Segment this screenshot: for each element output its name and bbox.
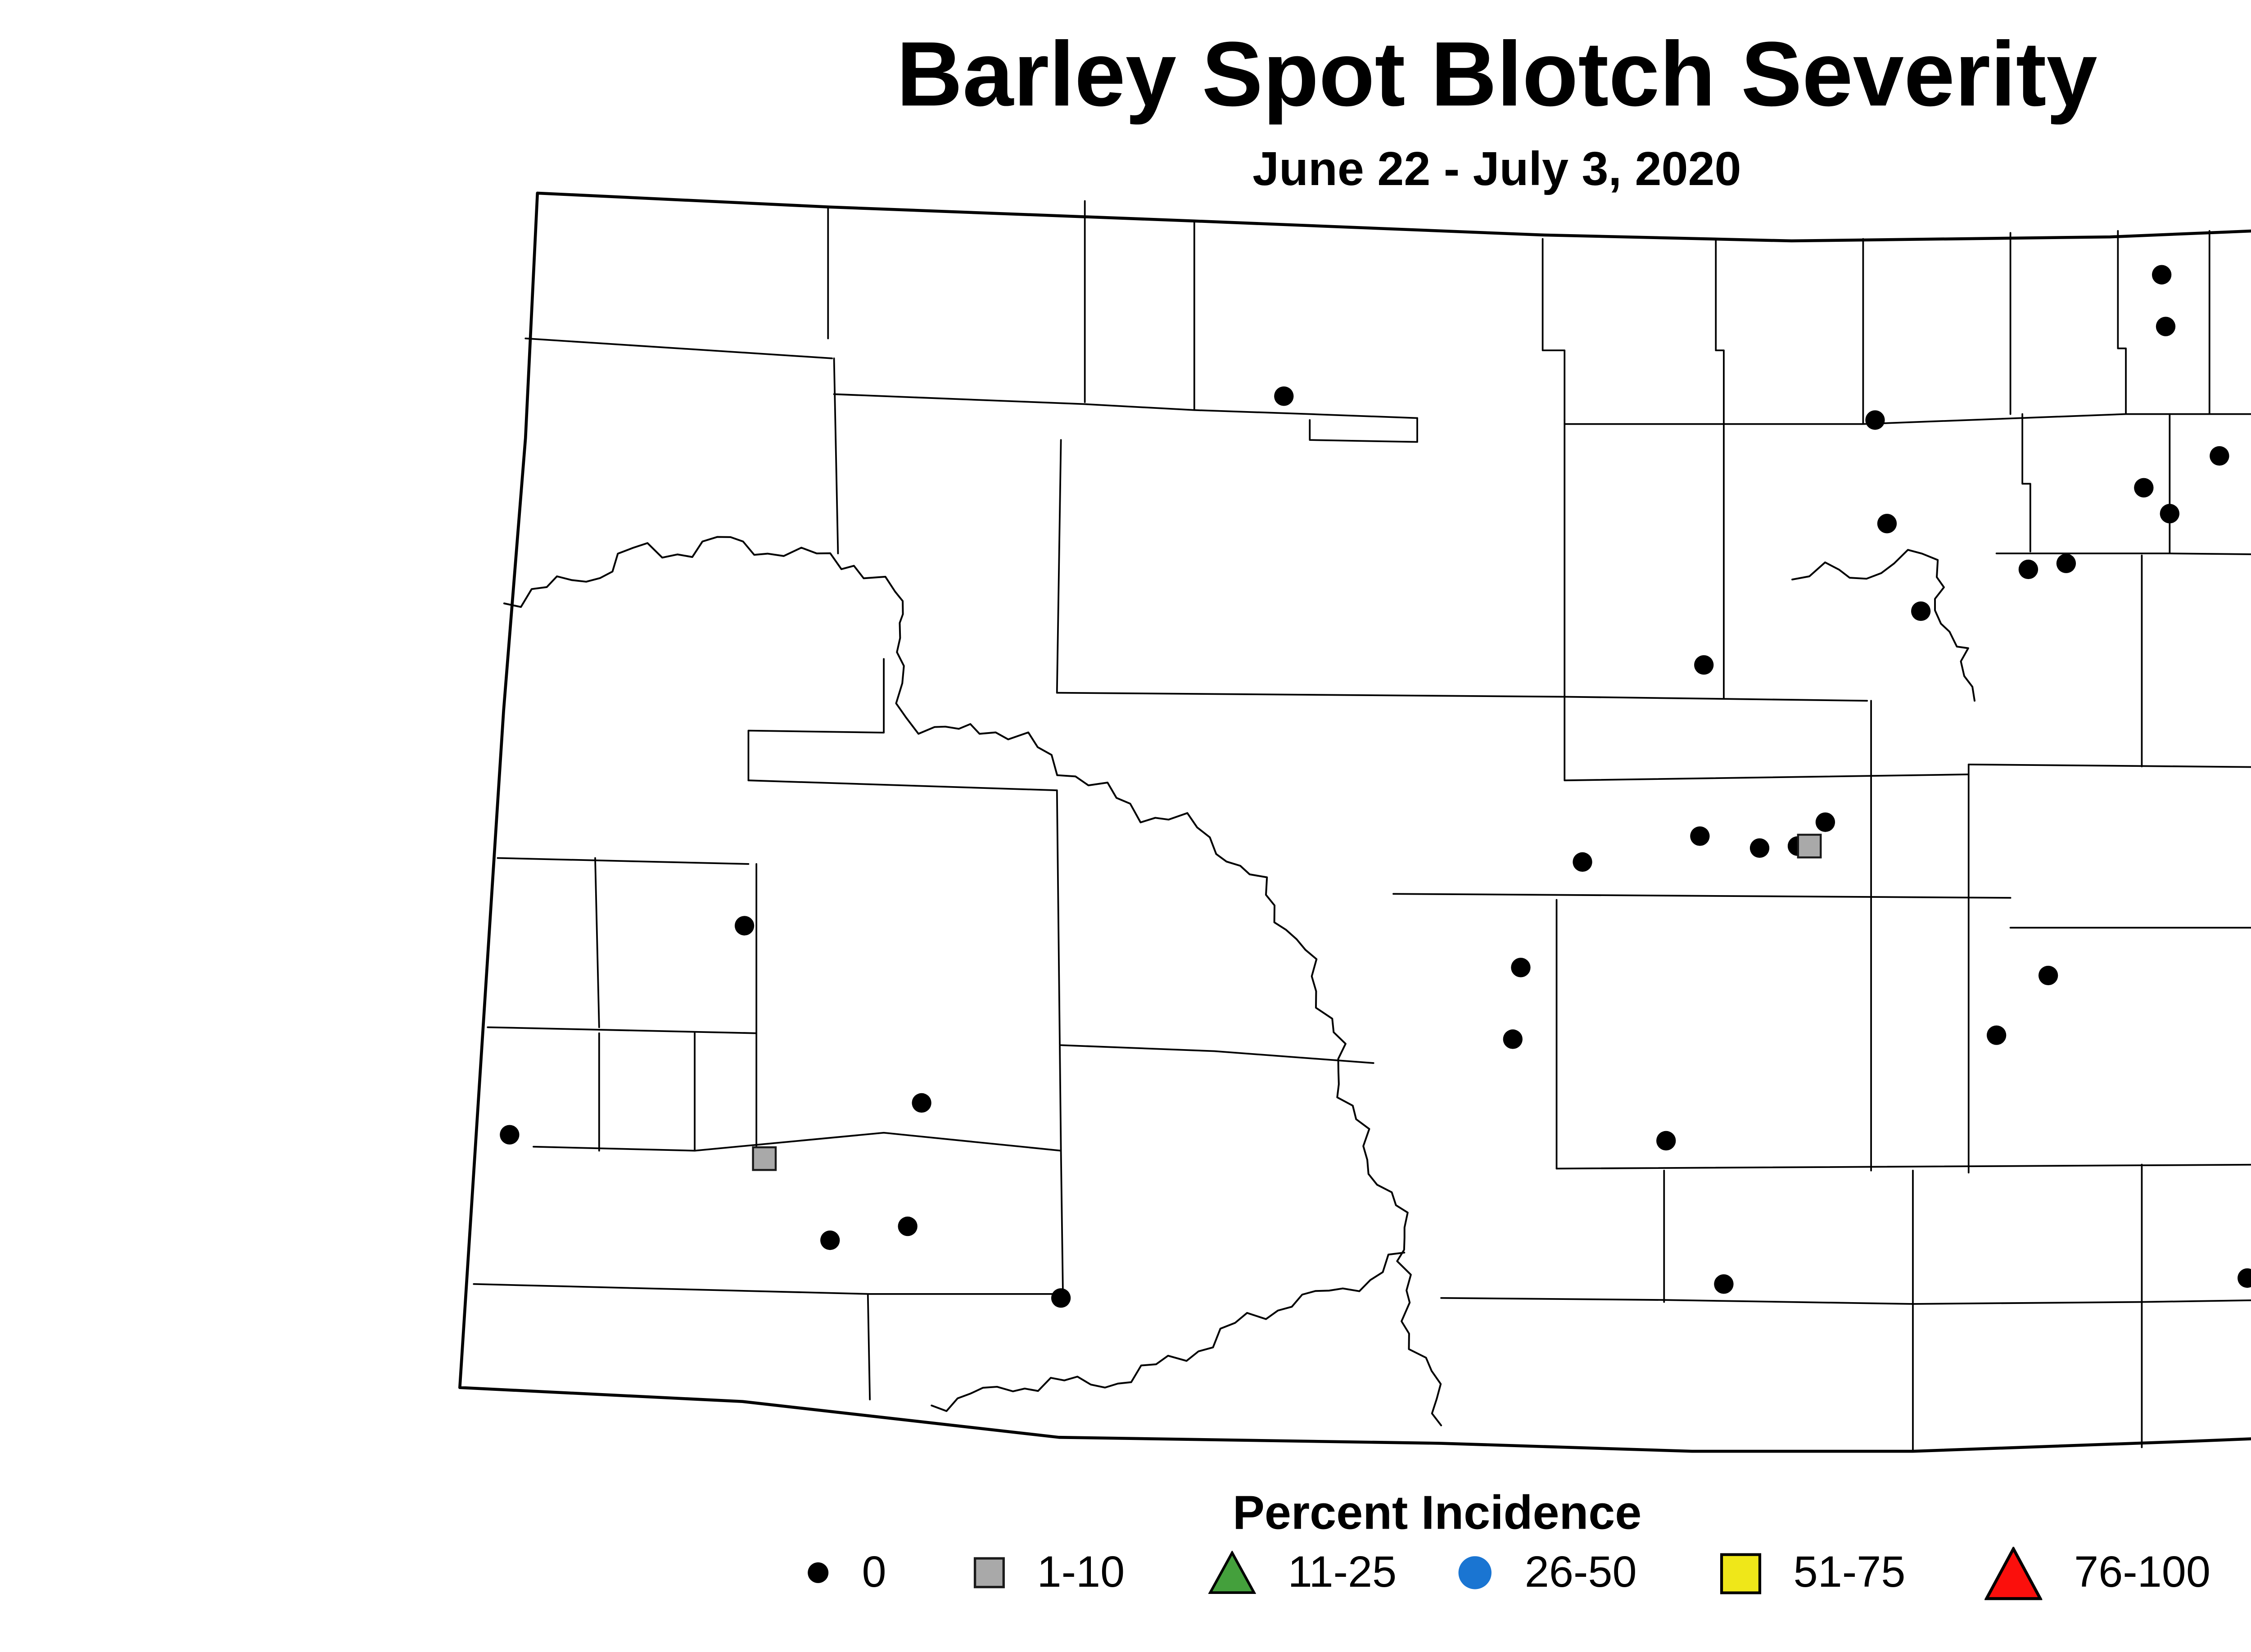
county-boundary xyxy=(524,337,833,359)
map-point-dot xyxy=(1274,386,1294,406)
county-boundary xyxy=(497,857,750,865)
county-boundary xyxy=(867,1293,871,1401)
legend-label: 76-100 xyxy=(2074,1547,2211,1597)
map-point-dot xyxy=(820,1230,840,1250)
river-boundary xyxy=(1791,549,1976,702)
legend-item-11-25: 11-25 xyxy=(1208,1537,1397,1608)
header: Barley Spot Blotch Severity June 22 - Ju… xyxy=(0,0,2251,195)
map-point-dot xyxy=(1877,514,1897,534)
county-boundary xyxy=(1995,552,2251,555)
state-outline xyxy=(458,191,2251,1453)
map-point-dot xyxy=(2018,559,2039,579)
map-markers-layer xyxy=(500,265,2251,1308)
yellow-square-icon xyxy=(1720,1552,1762,1593)
county-boundary xyxy=(1309,417,1418,443)
legend-label: 11-25 xyxy=(1288,1547,1397,1597)
gray-square-icon xyxy=(973,1557,1005,1589)
map-point-dot xyxy=(2134,478,2154,498)
map-point-dot xyxy=(1511,958,1531,978)
black-dot-icon xyxy=(808,1562,829,1583)
county-boundary xyxy=(1967,763,2251,768)
legend-label: 51-75 xyxy=(1793,1547,1906,1597)
map-point-dot xyxy=(1656,1131,1676,1151)
county-boundary xyxy=(833,357,839,555)
county-boundary xyxy=(1060,1044,1374,1064)
legend-label: 0 xyxy=(862,1547,886,1597)
county-boundary xyxy=(1564,696,1970,782)
county-boundary xyxy=(1056,692,1868,702)
county-boundary xyxy=(1541,238,1566,421)
county-boundary xyxy=(1060,1150,1064,1295)
county-boundary xyxy=(1392,893,2011,899)
county-boundary xyxy=(1564,413,2251,425)
legend-item-26-50: 26-50 xyxy=(1457,1537,1637,1608)
county-boundary xyxy=(1555,1163,2251,1170)
legend-label: 1-10 xyxy=(1037,1547,1125,1597)
county-boundary xyxy=(2117,230,2127,415)
county-boundary xyxy=(487,1026,758,1034)
green-triangle-icon xyxy=(1208,1551,1256,1594)
map-point-dot xyxy=(2056,553,2076,573)
map-point-dot xyxy=(2156,317,2176,336)
map-point-dot xyxy=(912,1093,931,1113)
county-boundary xyxy=(1715,238,1725,425)
map-point-square xyxy=(1797,833,1822,859)
legend-item-51-75: 51-75 xyxy=(1720,1537,1906,1608)
county-boundary xyxy=(594,857,600,1028)
county-boundary xyxy=(533,1132,1062,1152)
county-boundary xyxy=(1440,1297,2251,1305)
map-point-dot xyxy=(2210,446,2229,466)
page-subtitle: June 22 - July 3, 2020 xyxy=(1252,143,1741,197)
map-point-dot xyxy=(1714,1274,1734,1294)
blue-circle-icon xyxy=(1458,1556,1492,1589)
county-boundary xyxy=(747,658,885,782)
map-point-dot xyxy=(1749,838,1770,858)
map-point-dot xyxy=(1986,1025,2007,1045)
map-point-square xyxy=(752,1146,777,1171)
legend-item-1-10: 1-10 xyxy=(973,1537,1125,1608)
county-boundary xyxy=(833,393,1418,419)
map-point-dot xyxy=(2237,1268,2251,1288)
red-triangle-icon xyxy=(1984,1546,2043,1599)
map-point-dot xyxy=(734,916,755,936)
page-title: Barley Spot Blotch Severity xyxy=(896,22,2097,126)
legend-title: Percent Incidence xyxy=(1233,1487,1642,1541)
county-boundary xyxy=(1056,789,1062,1152)
map-point-dot xyxy=(1911,601,1931,621)
map-point-dot xyxy=(1051,1288,1071,1308)
county-boundary xyxy=(1056,439,1062,694)
map-point-dot xyxy=(2152,265,2172,285)
map-point-dot xyxy=(1573,852,1592,872)
river-boundary xyxy=(931,1251,1406,1412)
map-point-dot xyxy=(1503,1029,1523,1049)
legend-item-76-100: 76-100 xyxy=(1984,1537,2210,1608)
legend-item-0: 0 xyxy=(806,1537,886,1608)
map-point-dot xyxy=(1694,655,1714,675)
map-point-dot xyxy=(2038,965,2058,986)
map-point-dot xyxy=(1815,812,1835,832)
county-boundary xyxy=(473,1283,1058,1295)
map-point-dot xyxy=(500,1125,520,1145)
legend-label: 26-50 xyxy=(1524,1547,1637,1597)
map-point-dot xyxy=(1865,410,1885,430)
map-point-dot xyxy=(2160,504,2179,524)
map-point-dot xyxy=(1690,826,1710,846)
county-boundary xyxy=(2021,413,2031,552)
county-boundary xyxy=(747,779,1058,792)
map-point-dot xyxy=(898,1216,918,1236)
river-boundary xyxy=(503,536,1442,1426)
